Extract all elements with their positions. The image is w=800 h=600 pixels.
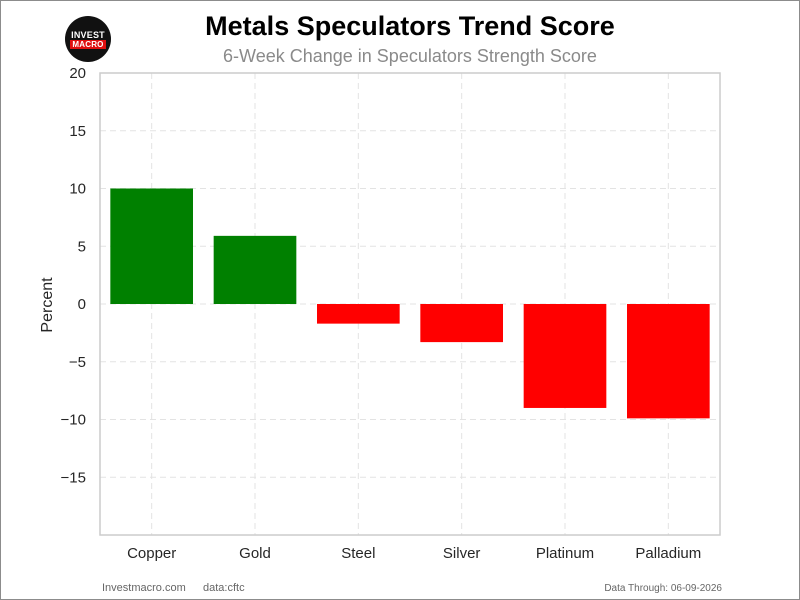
y-axis-label: Percent (39, 277, 56, 333)
x-tick-label-palladium: Palladium (635, 545, 701, 562)
chart-subtitle: 6-Week Change in Speculators Strength Sc… (223, 46, 597, 66)
x-axis-ticks: Copper Gold Steel Silver Platinum Palladium (127, 545, 701, 562)
y-axis-ticks: 20 15 10 5 0 −5 −10 −15 (61, 65, 86, 486)
footer-source: data:cftc (203, 582, 245, 594)
y-tick-label: 15 (69, 123, 86, 140)
y-tick-label: −5 (69, 354, 86, 371)
y-tick-label: 0 (78, 296, 86, 313)
y-tick-label: 10 (69, 181, 86, 198)
footer-data-through: Data Through: 06-09-2026 (604, 583, 722, 594)
bars (110, 188, 710, 419)
x-tick-label-silver: Silver (443, 545, 481, 562)
y-tick-label: −15 (61, 469, 86, 486)
bar-palladium (627, 304, 710, 419)
bar-gold (213, 235, 297, 304)
footer-site: Investmacro.com (102, 582, 186, 594)
y-tick-label: 5 (78, 238, 86, 255)
bar-platinum (523, 304, 607, 408)
bar-steel (317, 304, 400, 324)
plot-area-border (99, 72, 721, 536)
bar-copper (110, 188, 193, 304)
y-tick-label: −10 (61, 412, 86, 429)
x-tick-label-steel: Steel (341, 545, 375, 562)
investmacro-logo: INVEST MACRO (65, 16, 111, 62)
chart-title: Metals Speculators Trend Score (205, 11, 615, 41)
logo-top-text: INVEST (71, 29, 105, 40)
x-tick-label-platinum: Platinum (536, 545, 594, 562)
bar-silver (420, 304, 503, 343)
x-tick-label-gold: Gold (239, 545, 271, 562)
x-tick-label-copper: Copper (127, 545, 176, 562)
y-tick-label: 20 (69, 65, 86, 82)
logo-bottom-text: MACRO (70, 39, 106, 49)
